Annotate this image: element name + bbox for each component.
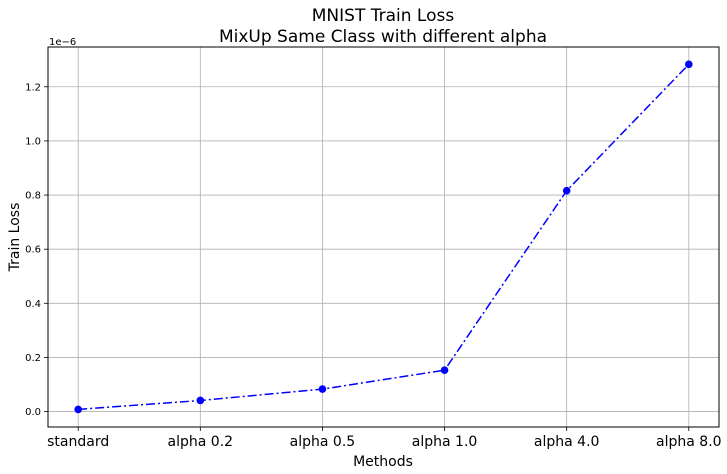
x-tick-label: alpha 1.0 bbox=[412, 434, 478, 450]
x-tick-label: alpha 0.5 bbox=[290, 434, 356, 450]
data-point bbox=[562, 186, 571, 195]
x-tick-label: standard bbox=[47, 434, 109, 450]
y-scale-label: 1e−6 bbox=[49, 37, 76, 48]
y-tick-label: 1.0 bbox=[25, 136, 41, 147]
plot-frame bbox=[47, 46, 720, 428]
x-axis-label: Methods bbox=[353, 454, 413, 470]
data-point bbox=[318, 385, 327, 393]
data-point bbox=[685, 60, 693, 69]
series-group bbox=[74, 60, 693, 414]
data-point bbox=[74, 405, 82, 414]
grid bbox=[48, 47, 719, 427]
data-point bbox=[196, 396, 205, 405]
y-tick-label: 0.2 bbox=[25, 353, 41, 364]
chart-subtitle: MixUp Same Class with different alpha bbox=[219, 27, 547, 47]
x-tick-label: alpha 8.0 bbox=[656, 434, 722, 450]
y-axis-label: Train Loss bbox=[7, 203, 23, 273]
y-tick-label: 0.0 bbox=[25, 407, 41, 418]
y-tick-label: 0.6 bbox=[25, 245, 41, 256]
series-line bbox=[78, 63, 690, 411]
chart-title: MNIST Train Loss bbox=[312, 6, 455, 26]
x-tick-label: alpha 4.0 bbox=[534, 434, 600, 450]
y-tick-labels: 0.0 0.2 0.4 0.6 0.8 1.0 1.2 bbox=[25, 82, 41, 418]
tick-marks bbox=[44, 86, 690, 431]
y-tick-label: 1.2 bbox=[25, 82, 41, 93]
y-tick-label: 0.4 bbox=[25, 299, 41, 310]
x-tick-label: alpha 0.2 bbox=[168, 434, 234, 450]
y-tick-label: 0.8 bbox=[25, 191, 41, 202]
x-tick-labels: standard alpha 0.2 alpha 0.5 alpha 1.0 alpha… bbox=[47, 434, 721, 450]
data-point bbox=[440, 366, 449, 374]
